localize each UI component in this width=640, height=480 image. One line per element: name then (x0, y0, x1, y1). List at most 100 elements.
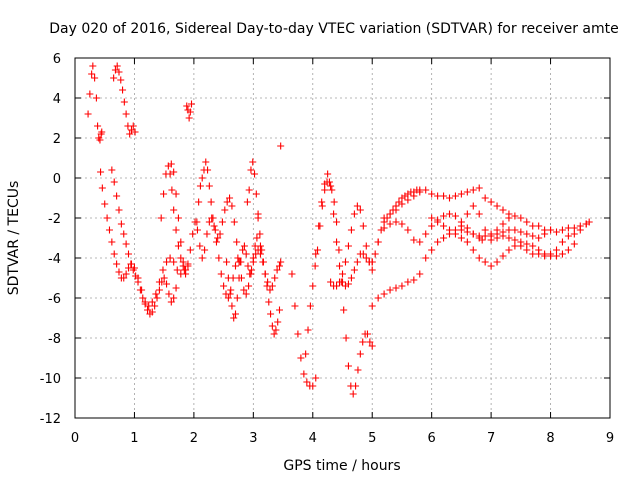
data-point (120, 230, 128, 238)
data-point (117, 220, 125, 228)
data-point (469, 230, 477, 238)
data-point (207, 198, 215, 206)
data-point (291, 302, 299, 310)
x-tick-label: 2 (190, 431, 198, 446)
data-point (321, 186, 329, 194)
data-point (487, 198, 495, 206)
data-point (576, 222, 584, 230)
data-point (173, 266, 181, 274)
data-point (224, 294, 232, 302)
data-point (535, 222, 543, 230)
data-point (335, 246, 343, 254)
data-point (108, 166, 116, 174)
series-track-s (380, 184, 483, 222)
series-track-j (243, 158, 283, 338)
data-point (354, 366, 362, 374)
data-point (428, 246, 436, 254)
series-track-t (428, 214, 590, 270)
data-point (97, 168, 105, 176)
data-point (517, 238, 525, 246)
data-point (330, 198, 338, 206)
data-point (529, 222, 537, 230)
data-point (205, 182, 213, 190)
data-point (272, 326, 280, 334)
series-track-e (157, 162, 190, 274)
data-point (478, 236, 486, 244)
data-point (362, 242, 370, 250)
data-point (344, 280, 352, 288)
data-point (325, 178, 333, 186)
data-point (311, 262, 319, 270)
data-point (422, 186, 430, 194)
data-point (242, 290, 250, 298)
data-point (339, 270, 346, 278)
y-tick-label: -2 (48, 212, 61, 227)
data-point (529, 242, 537, 250)
data-point (170, 258, 178, 266)
data-point (392, 218, 400, 226)
data-point (481, 226, 489, 234)
data-point (304, 326, 312, 334)
data-point (350, 210, 358, 218)
data-point (264, 278, 272, 286)
data-point (529, 232, 537, 240)
series-track-h (193, 158, 264, 298)
data-point (347, 226, 355, 234)
data-point (205, 218, 213, 226)
data-point (380, 224, 388, 232)
data-point (558, 226, 566, 234)
data-point (167, 298, 175, 306)
data-point (487, 262, 495, 270)
data-point (275, 262, 283, 270)
y-tick-label: 2 (53, 132, 61, 147)
data-point (371, 250, 379, 258)
data-point (266, 286, 274, 294)
data-point (268, 282, 276, 290)
series-track-c (110, 62, 139, 138)
data-point (344, 362, 352, 370)
data-point (113, 62, 121, 70)
data-point (160, 190, 168, 198)
data-point (108, 238, 116, 246)
data-point (416, 188, 424, 196)
data-point (251, 170, 259, 178)
data-point (202, 158, 210, 166)
x-tick-label: 1 (130, 431, 138, 446)
data-point (186, 108, 194, 116)
data-point (463, 188, 471, 196)
data-point (240, 242, 248, 250)
data-point (167, 160, 175, 168)
data-point (487, 232, 495, 240)
data-point (446, 194, 453, 202)
x-tick-label: 4 (309, 431, 317, 446)
data-point (404, 278, 412, 286)
data-point (226, 194, 234, 202)
data-point (523, 246, 531, 254)
data-point (368, 302, 376, 310)
data-point (249, 254, 257, 262)
data-point (273, 266, 281, 274)
data-point (422, 254, 430, 262)
data-point (499, 206, 507, 214)
data-point (211, 226, 219, 234)
data-point (235, 274, 243, 282)
data-point (239, 246, 247, 254)
data-point (344, 242, 352, 250)
data-point (309, 282, 317, 290)
data-point (463, 228, 471, 236)
data-point (457, 222, 465, 230)
data-point (228, 202, 236, 210)
data-point (242, 250, 250, 258)
data-point (163, 258, 171, 266)
data-point (215, 254, 223, 262)
data-point (352, 382, 360, 390)
series-track-g (183, 100, 196, 122)
data-point (499, 252, 507, 260)
data-point (249, 158, 257, 166)
data-point (547, 252, 555, 260)
data-point (113, 260, 121, 268)
data-point (523, 240, 531, 248)
data-point (553, 228, 560, 236)
data-point (221, 206, 229, 214)
